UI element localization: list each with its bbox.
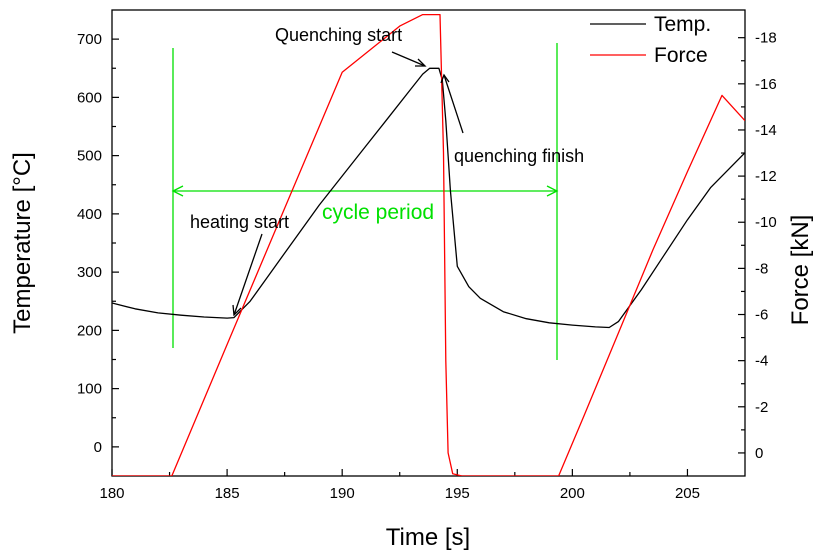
quench-start-arrow-head (415, 58, 427, 67)
cycle-arrow-left-head (171, 185, 184, 197)
y-left-tick-label: 100 (77, 381, 102, 398)
x-tick-label: 200 (560, 485, 585, 502)
cycle-period-markers (171, 43, 559, 360)
y-right-tick-label: 0 (755, 445, 763, 462)
y-right-tick-label: -12 (755, 168, 777, 185)
y-axis-left-title: Temperature [°C] (9, 152, 36, 334)
y-right-tick-label: -8 (755, 260, 768, 277)
ticks-layer: 180 185 190 195 200 205 0 100 200 300 400 500 600 700… (77, 30, 777, 502)
x-tick-label: 190 (330, 485, 355, 502)
legend-temp-label: Temp. (654, 13, 711, 36)
y-right-tick-label: -16 (755, 76, 777, 93)
heating-start-arrow (233, 233, 263, 316)
x-tick-label: 195 (445, 485, 470, 502)
heating-start-arrow-head (232, 304, 242, 317)
x-tick-label: 185 (215, 485, 240, 502)
plot-frame (111, 9, 746, 477)
y-right-tick-label: -14 (755, 122, 777, 139)
series-line-temp (112, 67, 745, 329)
y-left-tick-label: 500 (77, 148, 102, 165)
y-left-tick-label: 200 (77, 322, 102, 339)
y-right-tick-label: -4 (755, 353, 768, 370)
x-tick-label: 205 (675, 485, 700, 502)
y-right-tick-label: -2 (755, 399, 768, 416)
cycle-period-label: cycle period (322, 201, 434, 224)
y-right-tick-label: -18 (755, 30, 777, 47)
y-left-tick-label: 600 (77, 89, 102, 106)
annotation-arrows (232, 51, 464, 317)
y-left-tick-label: 700 (77, 31, 102, 48)
cycle-arrow-right-head (546, 185, 559, 197)
y-right-tick-label: -6 (755, 307, 768, 324)
quench-finish-arrow-head (440, 73, 450, 84)
y-left-tick-label: 0 (94, 439, 102, 456)
legend-force-label: Force (654, 44, 708, 67)
y-right-tick-label: -10 (755, 214, 777, 231)
quench-start-arrow (391, 51, 426, 67)
x-axis-title: Time [s] (386, 524, 470, 551)
y-left-tick-label: 400 (77, 206, 102, 223)
quench-finish-arrow (443, 74, 464, 134)
y-axis-right-title: Force [kN] (787, 215, 814, 326)
legend: Temp. Force (590, 13, 711, 67)
y-left-tick-label: 300 (77, 264, 102, 281)
quench-finish-label: quenching finish (454, 146, 584, 166)
series-line-force (112, 13, 745, 476)
series-layer (112, 13, 745, 476)
x-tick-label: 180 (99, 485, 124, 502)
quench-start-label: Quenching start (275, 25, 402, 45)
heating-start-label: heating start (190, 212, 289, 232)
